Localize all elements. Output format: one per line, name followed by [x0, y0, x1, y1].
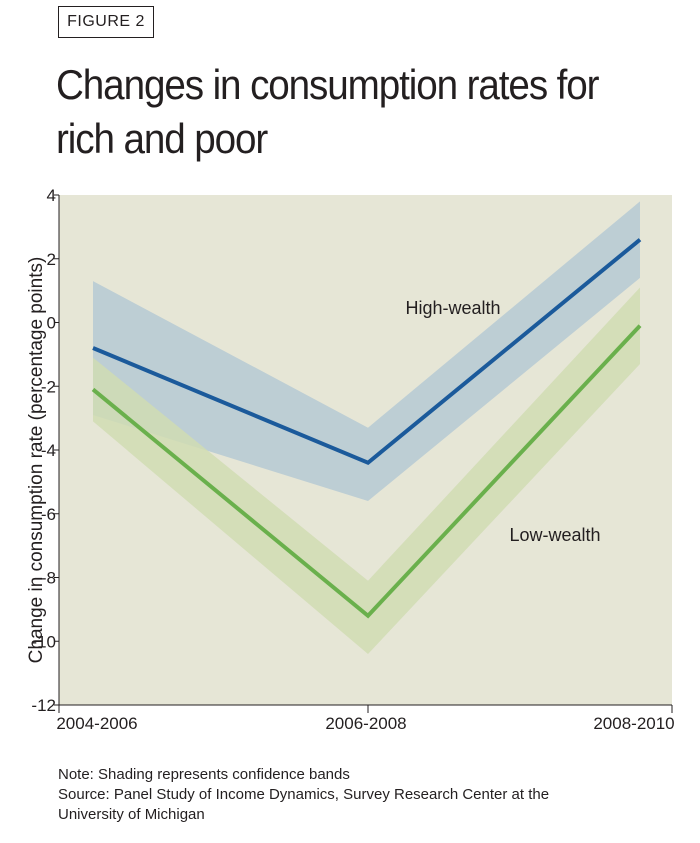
series-line-2: [91, 324, 642, 619]
title-line-1: Changes in consumption rates for: [56, 61, 600, 108]
series-labels: High-wealth Low-wealth: [405, 298, 600, 545]
y-tick-label: -10: [31, 632, 56, 651]
x-tick-label: 2008-2010: [593, 714, 674, 733]
y-tick-label: 0: [47, 314, 56, 333]
chart-title: Changes in consumption rates for rich an…: [56, 58, 626, 166]
y-tick-label: -4: [41, 441, 56, 460]
confidence-band-2: [93, 287, 640, 654]
y-tick-label: 2: [47, 250, 56, 269]
x-axis: 2004-2006 2006-2008 2008-2010: [56, 704, 675, 733]
line-chart: 4 2 0 -2 -4 -6 -8 -10 -12 2004-2006 2006-2008 2008…: [26, 186, 675, 733]
series-label-2: Low-wealth: [509, 525, 600, 545]
title-line-2: rich and poor: [56, 115, 268, 162]
series-line-1: [92, 238, 642, 466]
y-tick-label: -2: [41, 377, 56, 396]
y-tick-label: -8: [41, 569, 56, 588]
source-line-2: University of Michigan: [58, 806, 205, 823]
source-line-1: Source: Panel Study of Income Dynamics, …: [58, 786, 550, 803]
x-tick-label: 2004-2006: [56, 714, 137, 733]
y-tick-label: -12: [31, 696, 56, 715]
y-axis-label: Change in consumption rate (percentage p…: [26, 257, 47, 664]
x-tick-label: 2006-2008: [325, 714, 406, 733]
confidence-bands: [93, 201, 640, 654]
figure-label: FIGURE 2: [58, 6, 154, 38]
series-lines: [91, 238, 642, 619]
notes: Note: Shading represents confidence band…: [58, 765, 678, 825]
series-label-1: High-wealth: [405, 298, 500, 318]
y-axis: 4 2 0 -2 -4 -6 -8 -10 -12: [31, 186, 60, 715]
confidence-band-1: [93, 201, 640, 501]
y-tick-label: -6: [41, 505, 56, 524]
note-line-1: Note: Shading represents confidence band…: [58, 766, 350, 783]
y-tick-label: 4: [47, 186, 56, 205]
